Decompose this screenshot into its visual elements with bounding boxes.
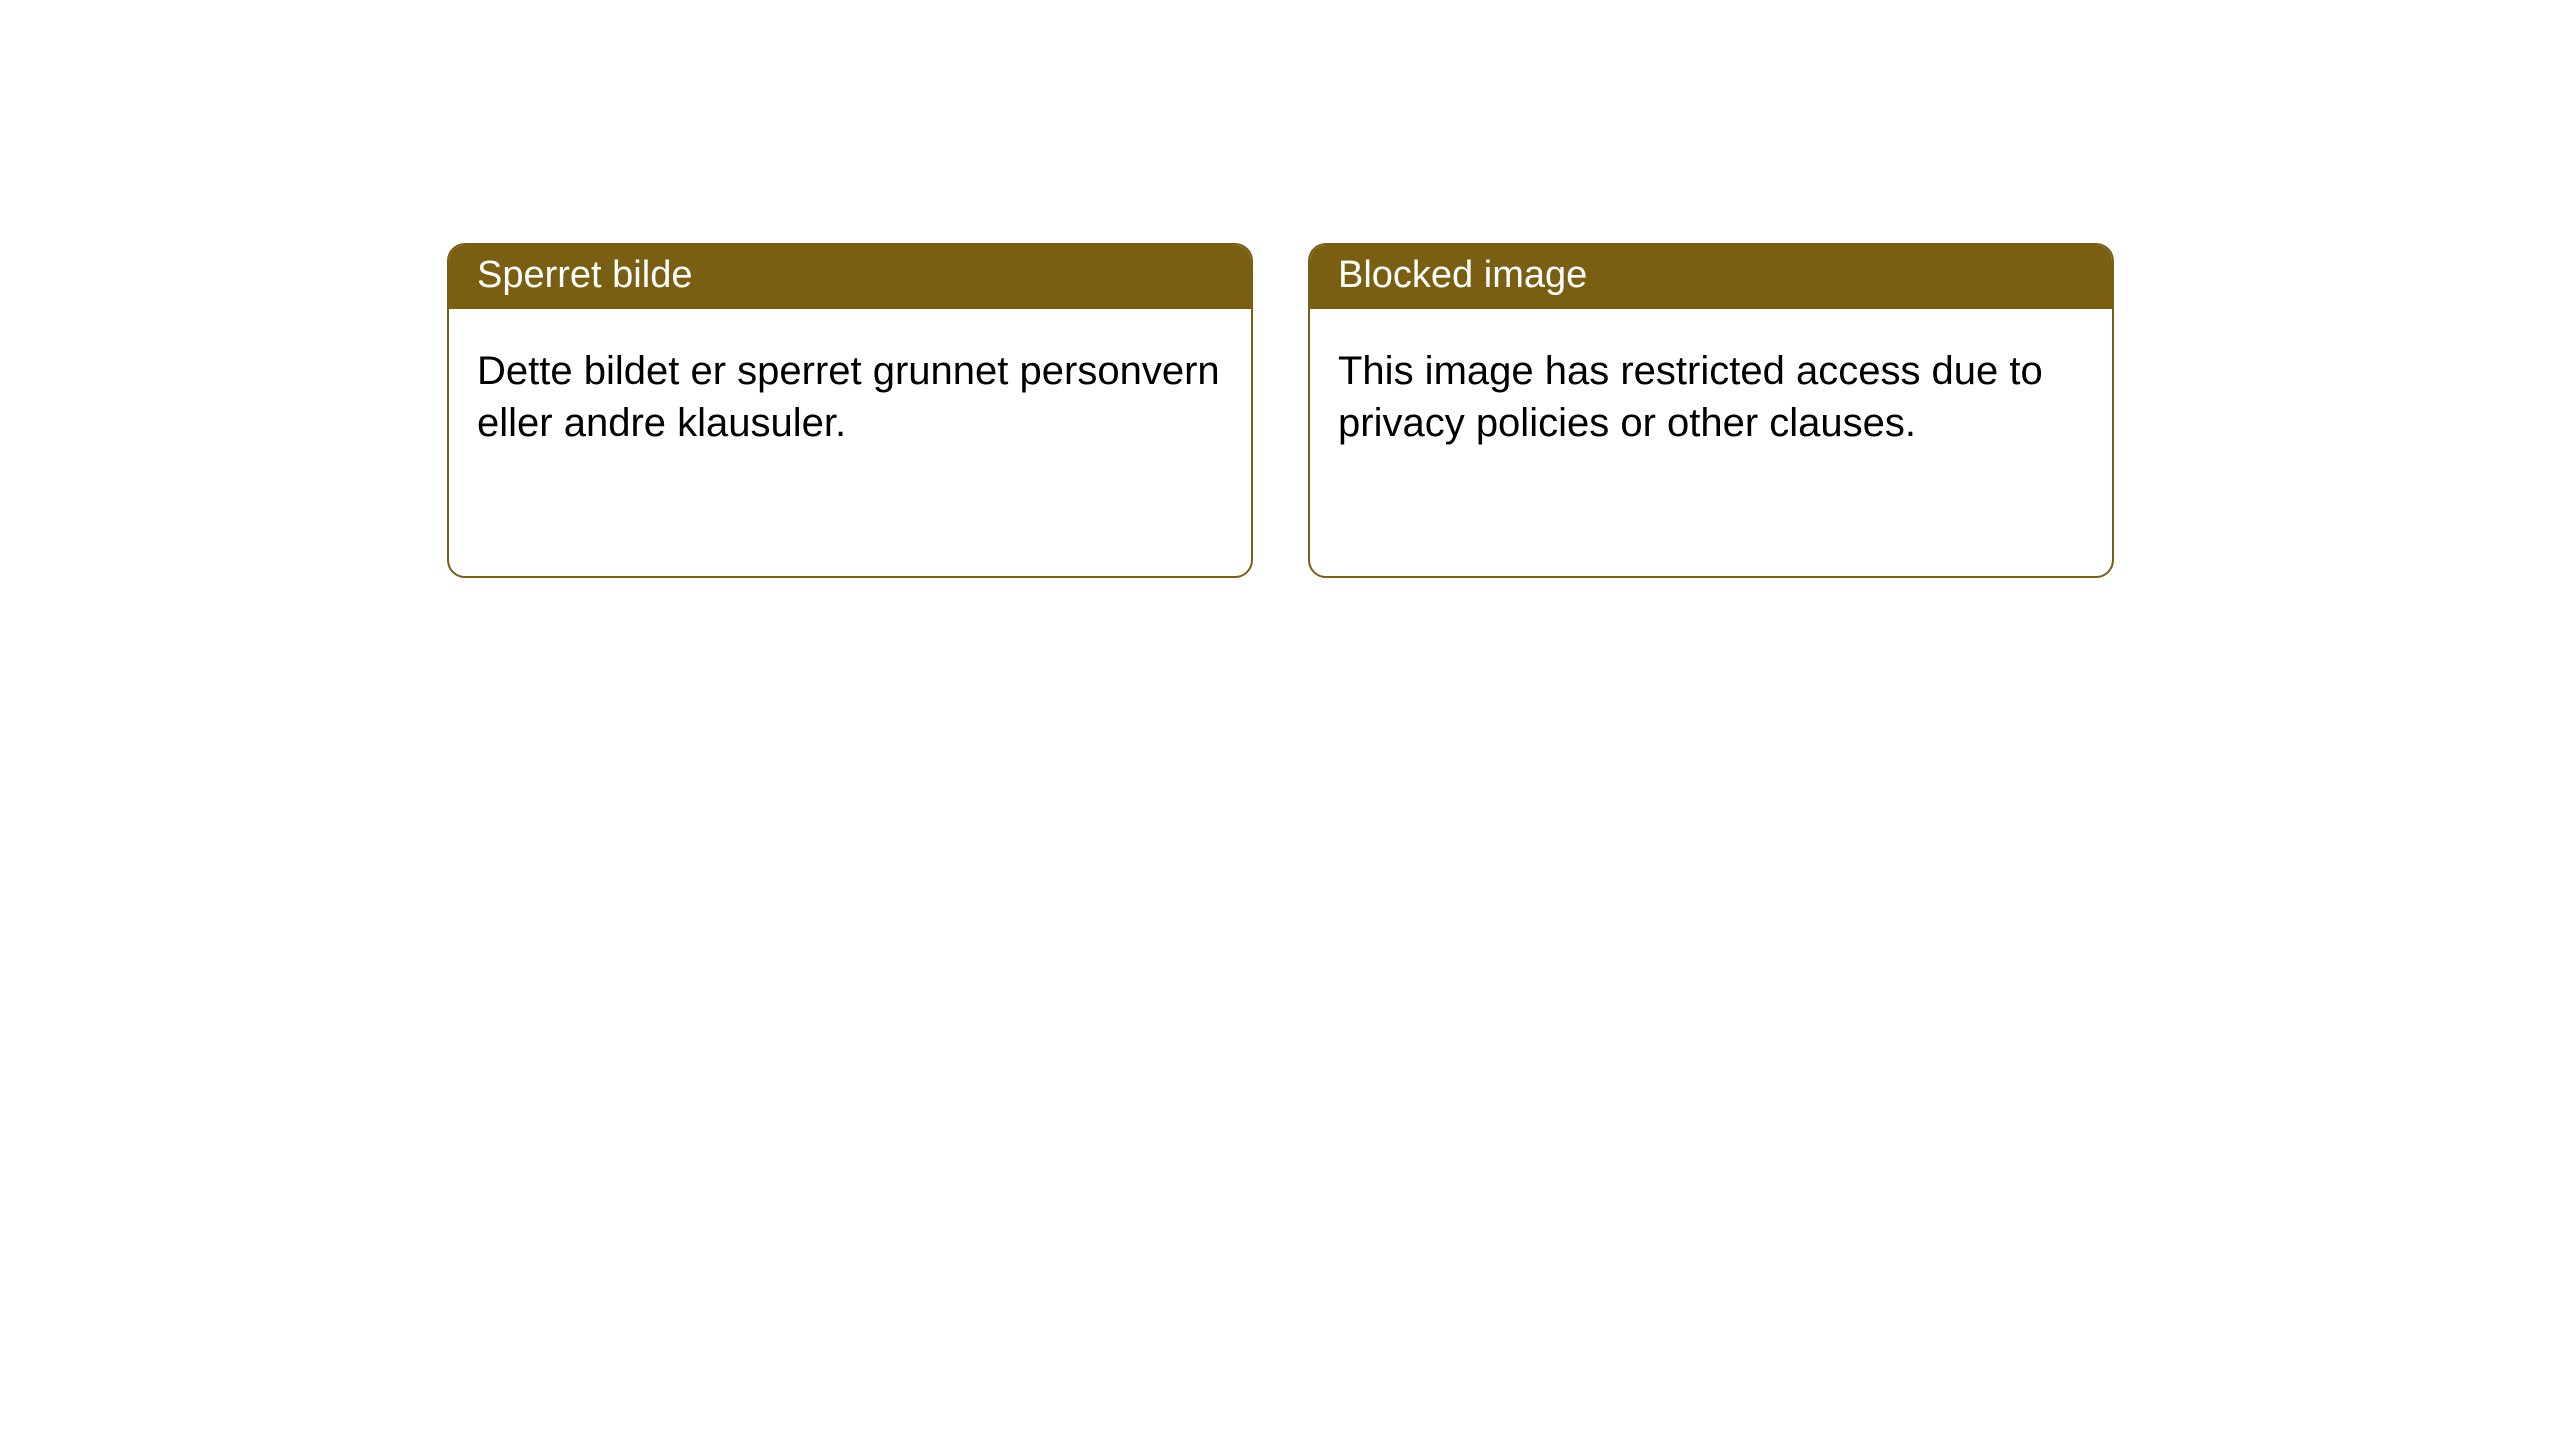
- blocked-image-card-no: Sperret bilde Dette bildet er sperret gr…: [447, 243, 1253, 578]
- card-header: Sperret bilde: [449, 245, 1251, 309]
- card-body-text: This image has restricted access due to …: [1310, 309, 2112, 477]
- blocked-image-card-en: Blocked image This image has restricted …: [1308, 243, 2114, 578]
- card-body-text: Dette bildet er sperret grunnet personve…: [449, 309, 1251, 477]
- cards-container: Sperret bilde Dette bildet er sperret gr…: [0, 0, 2560, 578]
- card-header: Blocked image: [1310, 245, 2112, 309]
